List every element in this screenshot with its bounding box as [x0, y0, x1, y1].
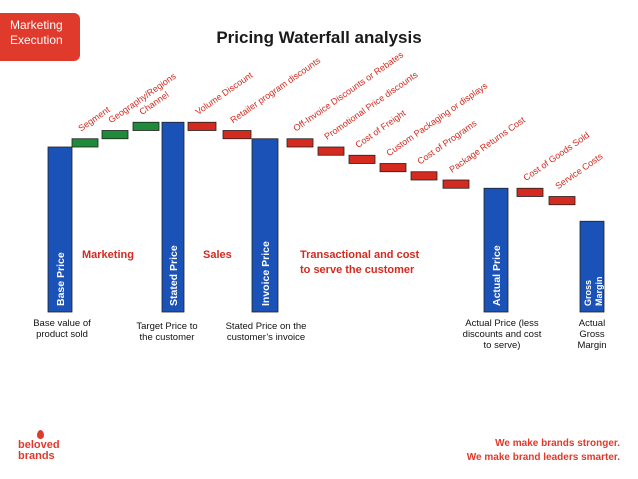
bar-stated-price — [161, 121, 185, 313]
bar-off-invoice-discounts-or-rebates — [286, 138, 314, 148]
bar-geography-regions — [101, 130, 129, 140]
section-badge: Marketing Execution — [0, 13, 80, 61]
bar-label-base-price: Base Price — [55, 252, 67, 306]
tagline: We make brands stronger. We make brand l… — [467, 437, 620, 465]
bar-label-gross-margin: GrossMargin — [583, 276, 604, 306]
bar-segment — [71, 138, 99, 148]
heart-icon — [37, 430, 44, 439]
bar-gross-margin — [579, 220, 605, 313]
bar-cost-of-programs — [410, 171, 438, 181]
caption-gross-margin: Actual Gross Margin — [577, 318, 607, 351]
caption-actual-price: Actual Price (less discounts and cost to… — [462, 318, 542, 351]
bar-service-costs — [548, 196, 576, 206]
caption-base-price: Base value of product sold — [33, 318, 91, 340]
bar-base-price — [47, 146, 73, 313]
caption-stated-price: Target Price to the customer — [136, 321, 198, 343]
tagline-line-1: We make brands stronger. — [495, 438, 620, 449]
group-label-transactional-and-cost-t: Transactional and cost to serve the custo… — [300, 249, 420, 276]
page-title: Pricing Waterfall analysis — [216, 28, 422, 47]
bar-retailer-program-discounts — [222, 130, 252, 140]
bar-invoice-price — [251, 138, 279, 313]
bar-package-returns-cost — [442, 179, 470, 189]
bar-volume-discount — [187, 121, 217, 131]
step-label-package-returns-cost: Package Returns Cost — [447, 115, 527, 175]
bar-label-invoice-price: Invoice Price — [260, 241, 272, 306]
bar-actual-price — [483, 187, 509, 313]
badge-line-2: Execution — [10, 33, 63, 47]
bar-cost-of-goods-sold — [516, 187, 544, 197]
bar-channel — [132, 121, 160, 131]
group-label-marketing: Marketing — [82, 249, 134, 261]
brand-logo-text: beloved brands — [18, 439, 60, 462]
bar-promotional-price-discounts — [317, 146, 345, 156]
bar-label-stated-price: Stated Price — [168, 245, 180, 306]
bar-cost-of-freight — [348, 154, 376, 164]
tagline-line-2: We make brand leaders smarter. — [466, 452, 620, 463]
caption-invoice-price: Stated Price on the customer’s invoice — [225, 321, 307, 343]
group-label-sales: Sales — [203, 249, 232, 261]
bar-custom-packaging-or-displays — [379, 163, 407, 173]
bar-label-actual-price: Actual Price — [491, 245, 503, 306]
badge-line-1: Marketing — [10, 18, 63, 32]
